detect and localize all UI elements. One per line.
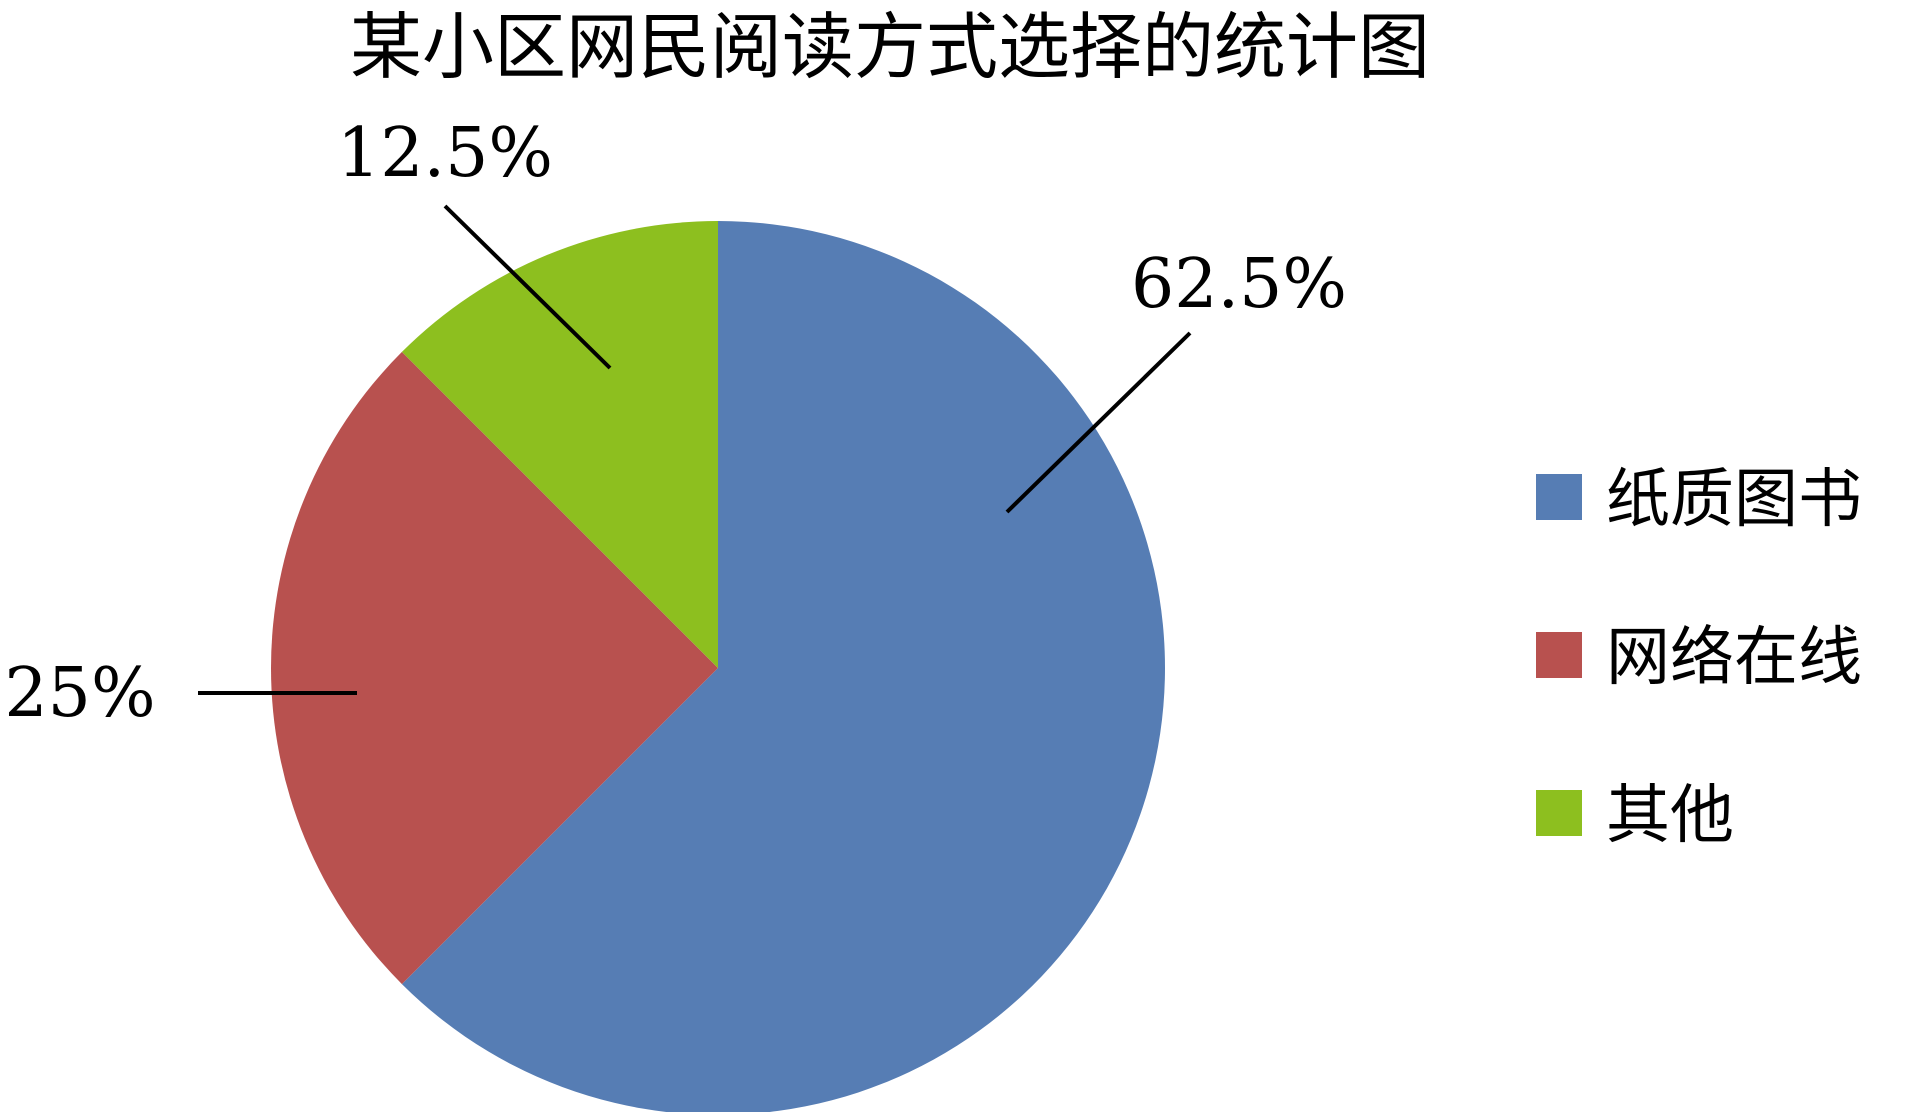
legend-swatch-other bbox=[1536, 790, 1582, 836]
leader-lines bbox=[198, 204, 1192, 695]
pie-slice-paper-books bbox=[401, 221, 1165, 1116]
data-label-paper-books: 62.5% bbox=[1131, 245, 1347, 324]
pie-slice-other bbox=[401, 221, 718, 668]
pie-slices bbox=[271, 221, 1165, 1116]
legend-swatch-online bbox=[1536, 632, 1582, 678]
data-label-online: 25% bbox=[4, 654, 155, 733]
chart-title: 某小区网民阅读方式选择的统计图 bbox=[350, 5, 1430, 89]
data-label-other: 12.5% bbox=[337, 114, 553, 193]
leader-line-paper-books bbox=[1005, 331, 1192, 514]
data-labels: 62.5% 25% 12.5% bbox=[4, 114, 1347, 733]
leader-line-other bbox=[443, 204, 612, 370]
legend-label-online: 网络在线 bbox=[1606, 621, 1862, 695]
pie-slice-online bbox=[271, 351, 718, 985]
legend-swatch-paper-books bbox=[1536, 474, 1582, 520]
legend-label-paper-books: 纸质图书 bbox=[1606, 463, 1862, 537]
legend-label-other: 其他 bbox=[1606, 779, 1734, 853]
